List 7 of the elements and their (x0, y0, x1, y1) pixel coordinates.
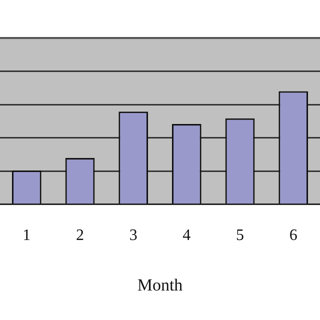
x-tick-label: 3 (129, 227, 138, 244)
x-axis-title: Month (137, 275, 184, 294)
x-tick-label: 4 (182, 227, 191, 244)
x-tick-label: 2 (76, 227, 84, 244)
x-tick-label: 1 (22, 227, 31, 244)
x-tick-label: 5 (236, 227, 244, 244)
x-tick-label: 6 (289, 227, 298, 244)
